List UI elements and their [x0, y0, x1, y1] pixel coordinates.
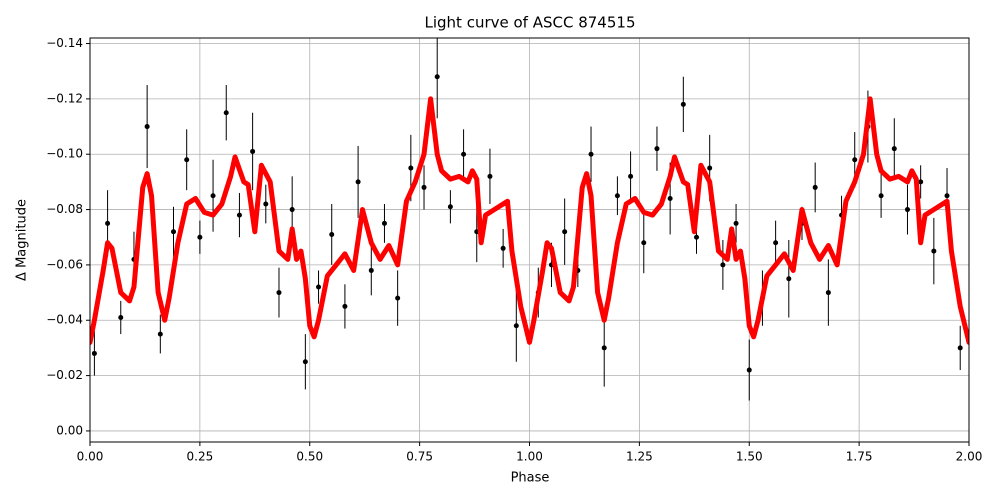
data-point [733, 220, 739, 226]
data-point [931, 248, 937, 254]
data-point [289, 207, 295, 213]
data-point [513, 323, 519, 329]
data-point [105, 220, 111, 226]
data-point [904, 207, 910, 213]
data-point [614, 193, 620, 199]
data-point [944, 193, 950, 199]
chart-title: Light curve of ASCC 874515 [425, 14, 636, 32]
data-point [487, 173, 493, 179]
data-point [588, 151, 594, 157]
x-tick-label: 2.00 [956, 450, 983, 464]
data-point [694, 234, 700, 240]
data-point [157, 331, 163, 337]
data-point [395, 295, 401, 301]
data-point [707, 165, 713, 171]
data-point [316, 284, 322, 290]
data-point [773, 240, 779, 246]
data-point [812, 184, 818, 190]
data-point [184, 157, 190, 163]
data-point [197, 234, 203, 240]
data-point [434, 74, 440, 80]
data-point [852, 157, 858, 163]
data-point [680, 101, 686, 107]
data-point [171, 229, 177, 235]
x-tick-label: 0.00 [77, 450, 104, 464]
data-point [144, 124, 150, 130]
data-point [641, 240, 647, 246]
plot-area [90, 38, 969, 401]
y-tick-label: −0.12 [46, 91, 83, 105]
data-point [368, 267, 374, 273]
data-point [654, 146, 660, 152]
x-tick-label: 1.00 [516, 450, 543, 464]
data-point [342, 303, 348, 309]
y-tick-label: −0.02 [46, 368, 83, 382]
y-tick-label: −0.10 [46, 147, 83, 161]
data-point [891, 146, 897, 152]
data-point [91, 350, 97, 356]
y-tick-label: −0.14 [46, 36, 83, 50]
data-point [210, 193, 216, 199]
x-tick-label: 0.75 [406, 450, 433, 464]
axes: 0.00 0.25 0.50 0.75 1.00 1.25 1.50 1.75 2.00 −0.1… [46, 36, 982, 463]
data-point [562, 229, 568, 235]
data-point [223, 110, 229, 116]
data-point [601, 345, 607, 351]
data-point [500, 245, 506, 251]
data-point [667, 195, 673, 201]
x-tick-label: 0.50 [296, 450, 323, 464]
data-point [118, 314, 124, 320]
data-point [276, 290, 282, 296]
y-tick-label: 0.00 [56, 423, 83, 437]
data-point [825, 290, 831, 296]
data-point [720, 262, 726, 268]
data-point [250, 148, 256, 154]
data-point [786, 276, 792, 282]
y-axis-label: Δ Magnitude [15, 199, 30, 281]
data-point [302, 359, 308, 365]
x-axis-label: Phase [511, 471, 550, 486]
data-point [746, 367, 752, 373]
data-point [355, 179, 361, 185]
y-tick-label: −0.06 [46, 257, 83, 271]
data-point [421, 184, 427, 190]
y-tick-label: −0.08 [46, 202, 83, 216]
x-tick-label: 1.25 [626, 450, 653, 464]
data-point [957, 345, 963, 351]
data-point [918, 179, 924, 185]
data-point [329, 231, 335, 237]
x-tick-label: 1.75 [846, 450, 873, 464]
data-point [447, 204, 453, 210]
x-tick-label: 1.50 [736, 450, 763, 464]
data-point [263, 201, 269, 207]
y-tick-label: −0.04 [46, 313, 83, 327]
x-tick-label: 0.25 [187, 450, 214, 464]
data-point [381, 220, 387, 226]
data-point [878, 193, 884, 199]
data-point [628, 173, 634, 179]
data-point [236, 212, 242, 218]
data-point [408, 165, 414, 171]
trend-line [90, 96, 969, 345]
grid [89, 38, 970, 442]
data-point [461, 151, 467, 157]
